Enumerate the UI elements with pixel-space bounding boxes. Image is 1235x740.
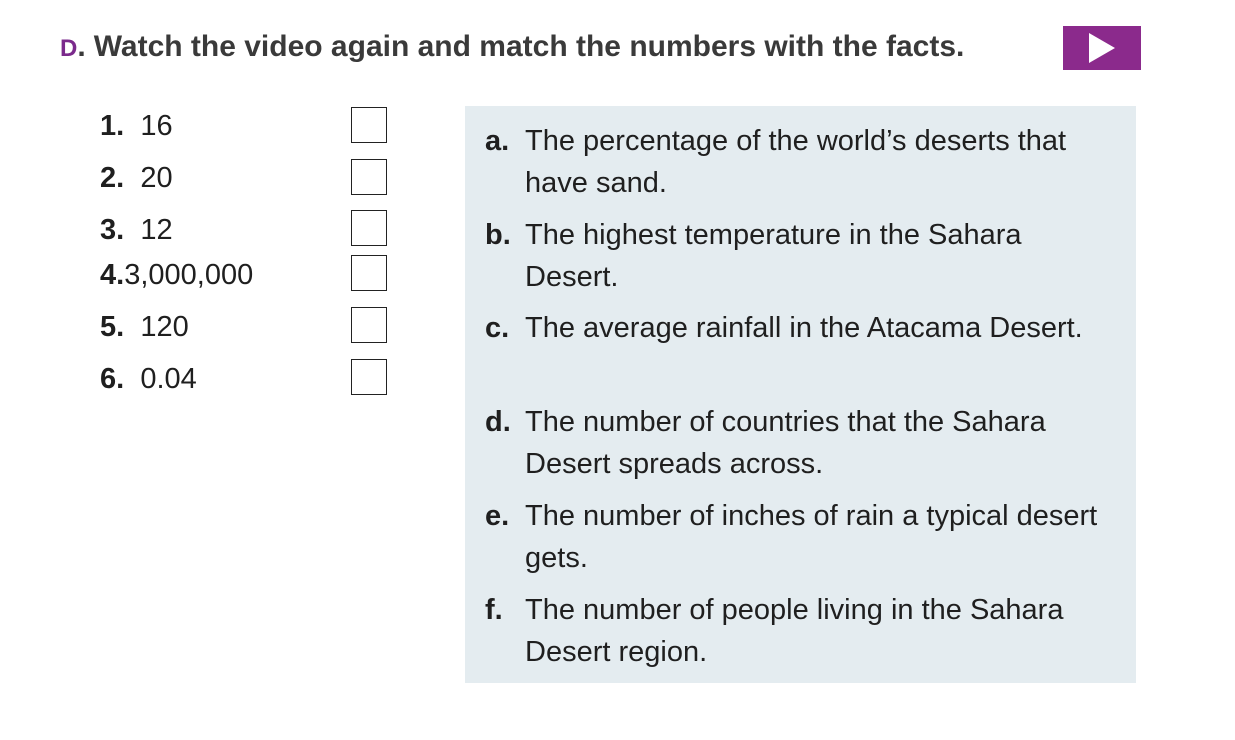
number-item-2: 2. 20	[100, 162, 173, 195]
number-value: 0.04	[140, 363, 197, 395]
fact-text: The average rainfall in the Atacama Dese…	[525, 312, 1083, 344]
number-item-3: 3. 12	[100, 214, 173, 247]
fact-letter: c.	[485, 312, 510, 344]
answer-box-1[interactable]	[351, 107, 387, 143]
facts-panel: a. The percentage of the world’s deserts…	[465, 106, 1136, 683]
fact-letter: e.	[485, 500, 510, 532]
number-index: 1.	[100, 110, 125, 142]
fact-item-a: a. The percentage of the world’s deserts…	[485, 120, 1115, 204]
number-index: 6.	[100, 363, 125, 395]
number-value: 16	[140, 110, 173, 142]
fact-text: The number of countries that the Sahara …	[525, 406, 1046, 480]
number-index: 5.	[100, 311, 125, 343]
answer-box-3[interactable]	[351, 210, 387, 246]
number-index: 3.	[100, 214, 125, 246]
number-item-5: 5. 120	[100, 311, 189, 344]
exercise-instruction: Watch the video again and match the numb…	[93, 30, 965, 63]
number-value: 12	[140, 214, 173, 246]
fact-letter: a.	[485, 125, 510, 157]
exercise-letter: D	[60, 35, 78, 62]
fact-text: The percentage of the world’s deserts th…	[525, 125, 1067, 199]
fact-letter: b.	[485, 219, 511, 251]
answer-box-4[interactable]	[351, 255, 387, 291]
fact-item-e: e. The number of inches of rain a typica…	[485, 495, 1115, 579]
play-icon	[1089, 33, 1115, 63]
fact-item-c: c. The average rainfall in the Atacama D…	[485, 307, 1115, 349]
number-value: 20	[140, 162, 173, 194]
fact-item-b: b. The highest temperature in the Sahara…	[485, 214, 1115, 298]
number-item-6: 6. 0.04	[100, 363, 197, 396]
exercise-header: D . Watch the video again and match the …	[60, 30, 964, 64]
number-index: 2.	[100, 162, 125, 194]
number-value: 3,000,000	[124, 259, 254, 291]
number-item-1: 1. 16	[100, 110, 173, 143]
fact-text: The number of inches of rain a typical d…	[525, 500, 1098, 574]
play-video-button[interactable]	[1063, 26, 1141, 70]
number-item-4: 4.3,000,000	[100, 259, 253, 292]
fact-item-d: d. The number of countries that the Saha…	[485, 401, 1115, 485]
exercise-letter-dot: .	[77, 30, 86, 63]
fact-letter: f.	[485, 594, 503, 626]
answer-box-5[interactable]	[351, 307, 387, 343]
fact-letter: d.	[485, 406, 511, 438]
fact-text: The number of people living in the Sahar…	[525, 594, 1064, 668]
answer-box-6[interactable]	[351, 359, 387, 395]
answer-box-2[interactable]	[351, 159, 387, 195]
fact-text: The highest temperature in the Sahara De…	[525, 219, 1022, 293]
number-value: 120	[140, 311, 189, 343]
number-index: 4.	[100, 259, 125, 291]
fact-item-f: f. The number of people living in the Sa…	[485, 589, 1115, 673]
